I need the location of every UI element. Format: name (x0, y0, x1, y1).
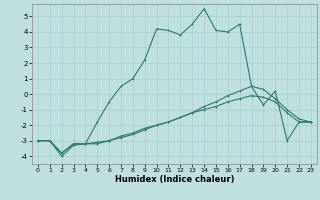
X-axis label: Humidex (Indice chaleur): Humidex (Indice chaleur) (115, 175, 234, 184)
